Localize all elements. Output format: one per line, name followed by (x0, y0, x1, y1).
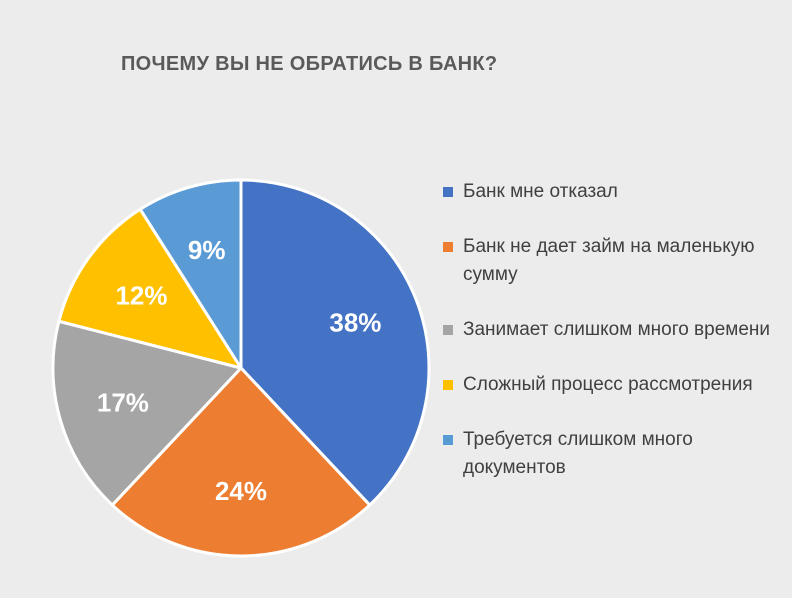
legend-swatch-3 (443, 325, 453, 335)
legend-swatch-1 (443, 187, 453, 197)
legend: Банк мне отказал Банк не дает займ на мал… (441, 178, 781, 509)
legend-item-3: Занимает слишком много времени (441, 316, 781, 344)
data-label-4: 12% (115, 281, 167, 311)
data-label-1: 38% (329, 308, 381, 338)
legend-item-1: Банк мне отказал (441, 178, 781, 206)
legend-swatch-2 (443, 242, 453, 252)
pie-slice-1 (239, 178, 431, 507)
data-label-3: 17% (97, 387, 149, 417)
legend-swatch-5 (443, 435, 453, 445)
data-label-5: 9% (188, 235, 226, 265)
legend-item-4: Сложный процесс рассмотрения (441, 371, 781, 399)
legend-label-3: Занимает слишком много времени (463, 319, 771, 340)
legend-swatch-4 (443, 380, 453, 390)
legend-label-1: Банк мне отказал (463, 181, 618, 202)
data-label-2: 24% (215, 476, 267, 506)
pie-slice-4 (57, 207, 243, 370)
legend-label-5: Требуется слишком много документов (463, 429, 693, 478)
pie-slice-3 (51, 319, 243, 507)
pie-slice-2 (110, 366, 372, 558)
legend-item-2: Банк не дает займ на маленькую сумму (441, 233, 781, 289)
pie-slice-5 (138, 178, 243, 370)
legend-label-4: Сложный процесс рассмотрения (463, 374, 753, 395)
legend-item-5: Требуется слишком много документов (441, 426, 781, 482)
chart-title: ПОЧЕМУ ВЫ НЕ ОБРАТИСЬ В БАНК? (121, 53, 498, 75)
legend-label-2: Банк не дает займ на маленькую сумму (463, 236, 755, 285)
